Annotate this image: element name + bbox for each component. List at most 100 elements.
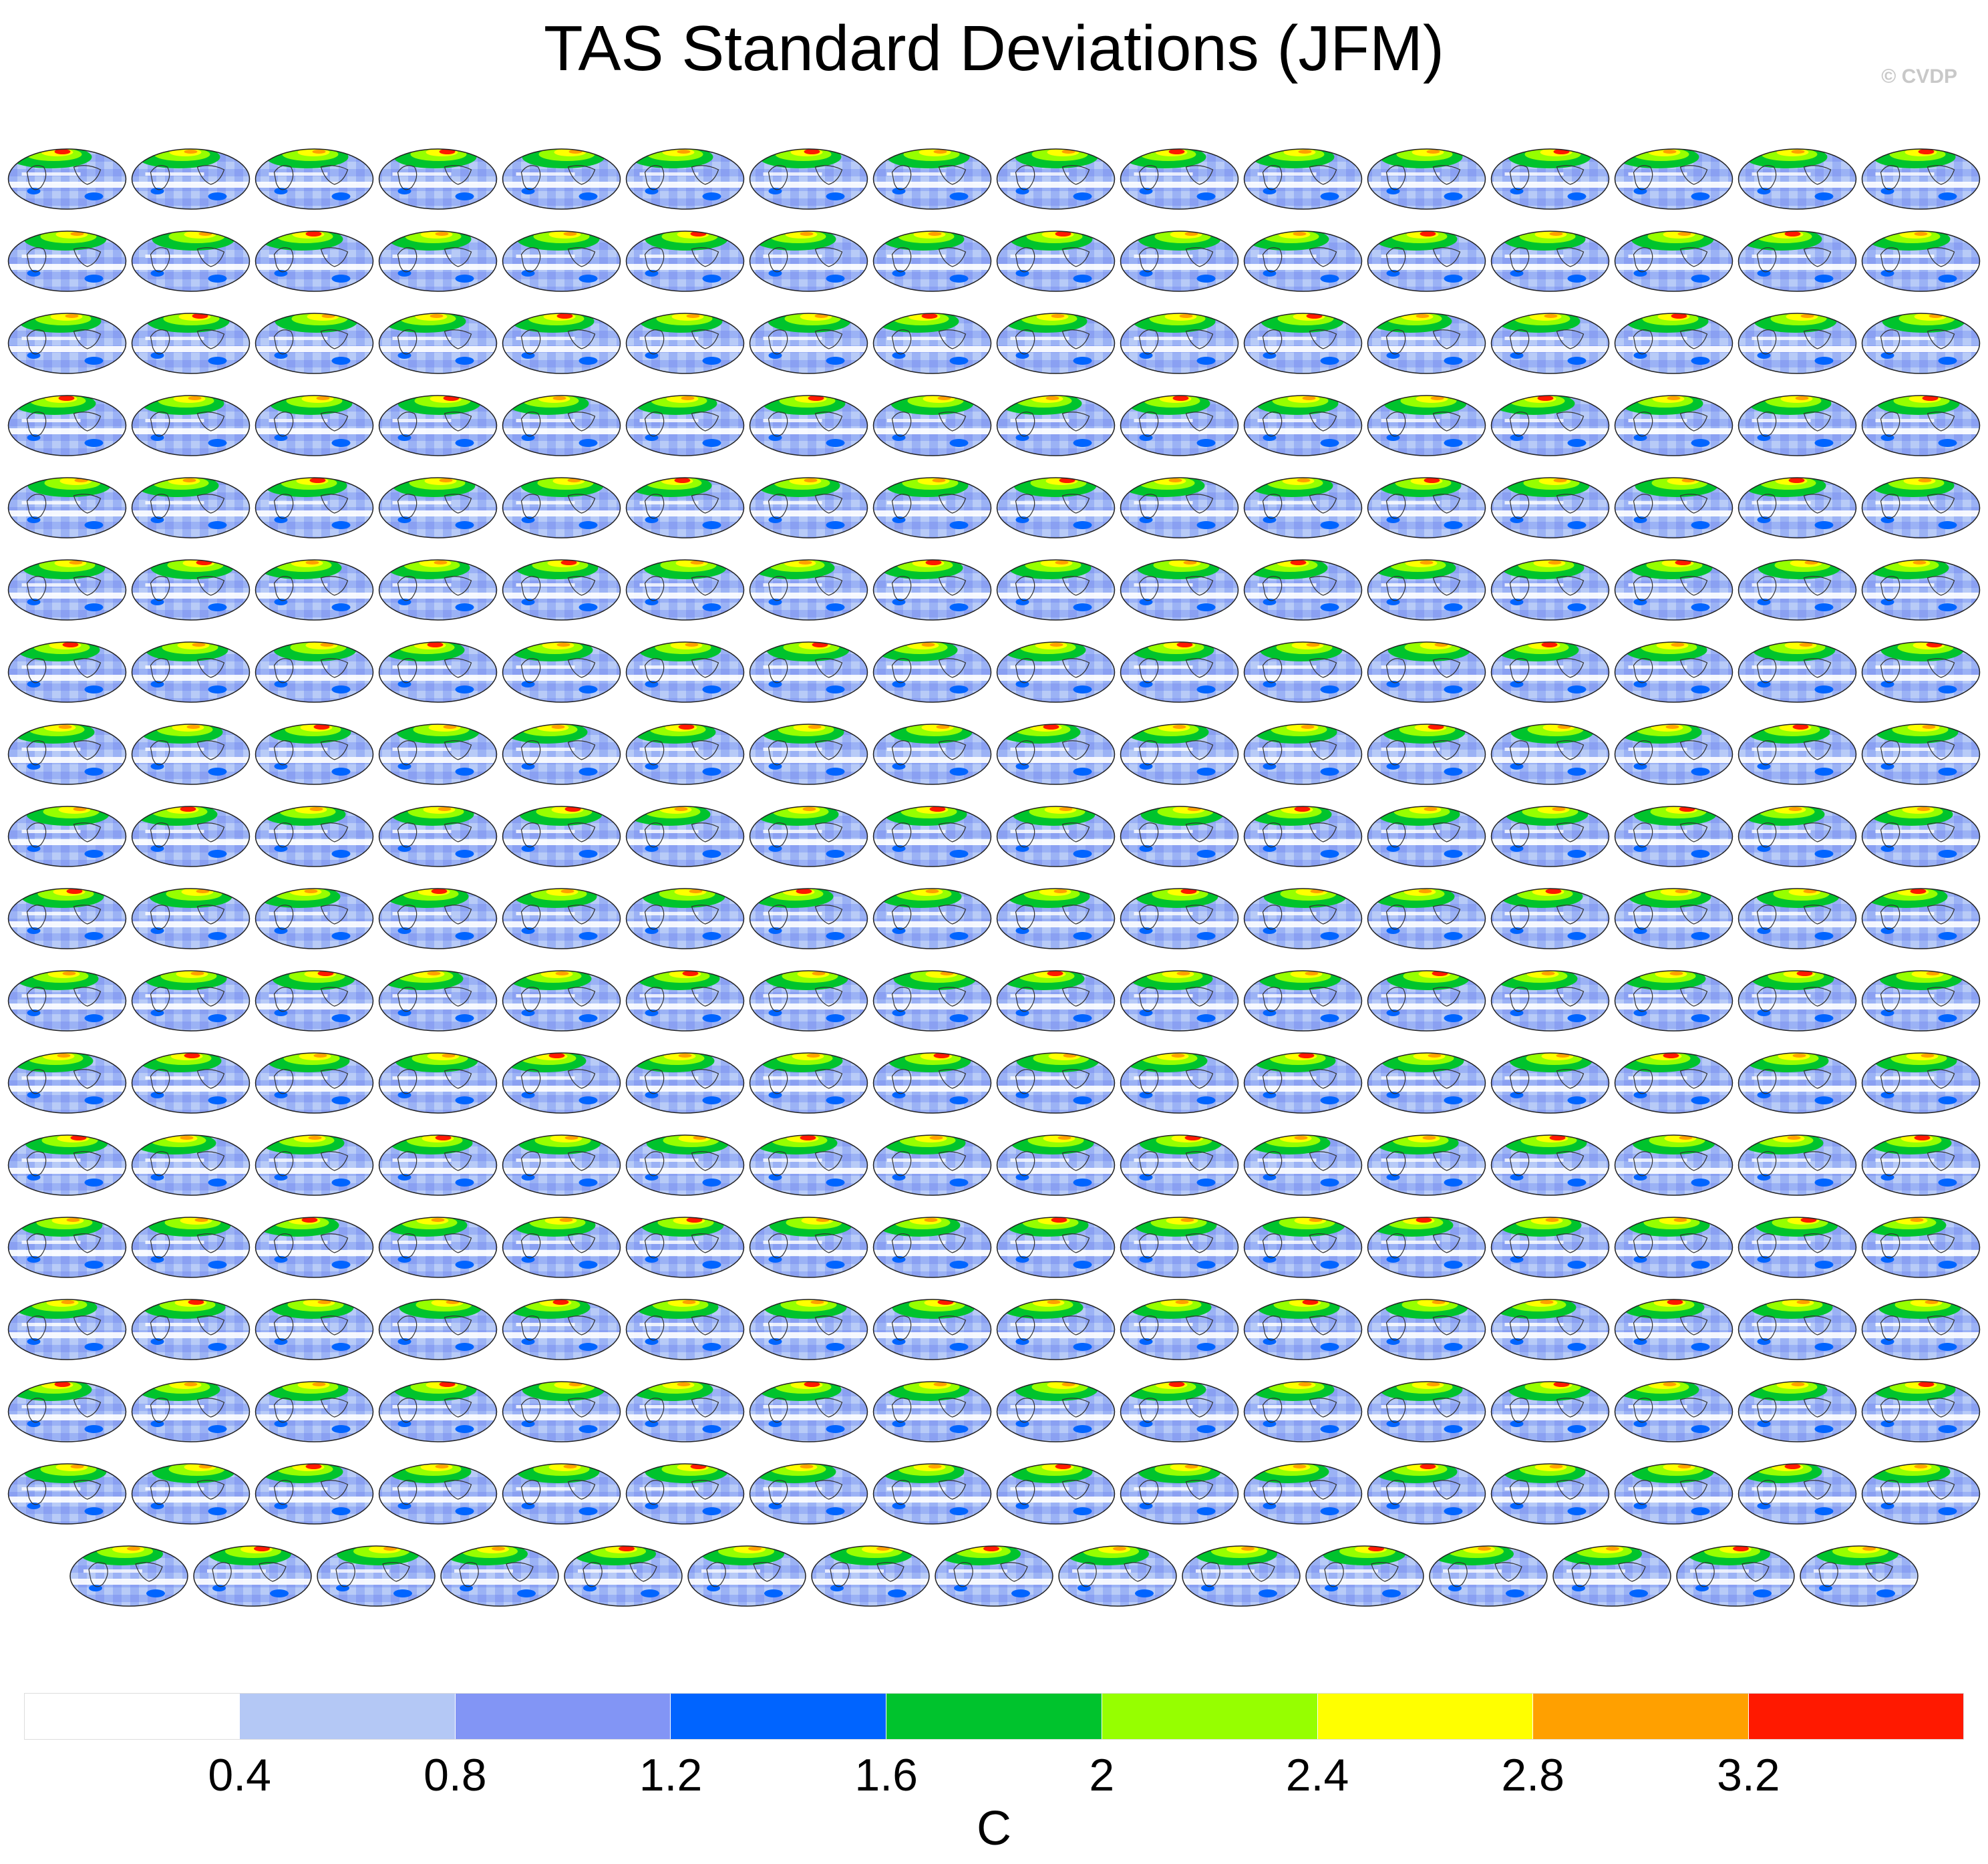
map-panel (1490, 559, 1610, 621)
map-panel (1120, 1463, 1239, 1525)
map-panel (872, 1052, 992, 1114)
map-panel (1367, 970, 1486, 1032)
map-panel (1552, 1545, 1671, 1607)
map-panel (7, 230, 127, 292)
map-panel (872, 1299, 992, 1360)
map-panel (872, 1463, 992, 1525)
map-panel (625, 1052, 745, 1114)
map-panel (1120, 477, 1239, 538)
map-panel (1861, 1217, 1981, 1278)
map-panel (502, 724, 621, 785)
map-panel (131, 1463, 251, 1525)
map-panel (1490, 230, 1610, 292)
map-panel (1614, 724, 1733, 785)
map-panel (1490, 1217, 1610, 1278)
map-panel (7, 1052, 127, 1114)
map-panel (1614, 1052, 1733, 1114)
map-panel (131, 230, 251, 292)
map-panel (255, 806, 374, 867)
map-panel (1120, 1381, 1239, 1442)
map-panel (1737, 970, 1857, 1032)
map-panel (996, 313, 1116, 374)
map-panel (625, 477, 745, 538)
map-panel (7, 806, 127, 867)
map-panel (502, 1134, 621, 1196)
map-panel (1614, 641, 1733, 703)
map-panel (502, 395, 621, 456)
map-panel (996, 888, 1116, 949)
colorbar-tick-label: 1.6 (854, 1750, 918, 1801)
map-panel (255, 1381, 374, 1442)
map-panel (1243, 477, 1363, 538)
map-panel (749, 724, 868, 785)
map-panel (131, 559, 251, 621)
map-panel (1490, 806, 1610, 867)
map-panel (625, 970, 745, 1032)
map-panel (378, 1134, 498, 1196)
map-panel (1367, 888, 1486, 949)
map-panel (1614, 1134, 1733, 1196)
map-panel (7, 888, 127, 949)
map-panel (749, 888, 868, 949)
map-panel (1367, 1463, 1486, 1525)
map-panel (7, 641, 127, 703)
map-panel (1120, 1217, 1239, 1278)
map-panel (1614, 1299, 1733, 1360)
map-panel (7, 395, 127, 456)
map-panel (1367, 1052, 1486, 1114)
map-panel (502, 477, 621, 538)
map-panel (131, 1052, 251, 1114)
map-panel (1614, 888, 1733, 949)
map-panel (255, 641, 374, 703)
map-panel (1737, 1381, 1857, 1442)
map-panel (1490, 1299, 1610, 1360)
map-panel (1861, 1052, 1981, 1114)
map-panel (1429, 1545, 1548, 1607)
colorbar-units-label: C (977, 1802, 1011, 1855)
map-panel (1614, 970, 1733, 1032)
map-panel (625, 1134, 745, 1196)
map-panel (1737, 1463, 1857, 1525)
colorbar-segment (1101, 1693, 1317, 1740)
map-panel (1737, 395, 1857, 456)
map-panel (996, 477, 1116, 538)
map-panel (378, 724, 498, 785)
map-panel (1367, 1134, 1486, 1196)
map-panel (502, 806, 621, 867)
map-panel (1120, 1299, 1239, 1360)
map-panel (1614, 1463, 1733, 1525)
map-panel (625, 888, 745, 949)
map-panel (996, 970, 1116, 1032)
map-panel (378, 1217, 498, 1278)
colorbar-segment (670, 1693, 886, 1740)
map-panel (7, 1299, 127, 1360)
map-panel (625, 230, 745, 292)
map-panel (255, 230, 374, 292)
map-panel (1120, 724, 1239, 785)
map-panel (1614, 148, 1733, 210)
map-panel (1737, 1299, 1857, 1360)
map-panel (1861, 395, 1981, 456)
map-panel (996, 1463, 1116, 1525)
map-panel (255, 559, 374, 621)
map-panel (872, 641, 992, 703)
map-panel (872, 970, 992, 1032)
map-panel (749, 1463, 868, 1525)
map-panel (7, 559, 127, 621)
map-panel (1861, 888, 1981, 949)
map-panel (7, 1217, 127, 1278)
map-panel (1737, 888, 1857, 949)
map-panel (1367, 313, 1486, 374)
map-panel (1861, 148, 1981, 210)
map-panel (625, 559, 745, 621)
map-panel (1243, 313, 1363, 374)
map-panel (255, 1052, 374, 1114)
colorbar-tick-label: 2.8 (1501, 1750, 1564, 1801)
map-panel (131, 888, 251, 949)
map-panel (131, 1299, 251, 1360)
map-panel (255, 888, 374, 949)
map-panel (1367, 559, 1486, 621)
colorbar-segment (1317, 1693, 1533, 1740)
colorbar-tick-label: 1.2 (639, 1750, 703, 1801)
map-panel (1120, 806, 1239, 867)
